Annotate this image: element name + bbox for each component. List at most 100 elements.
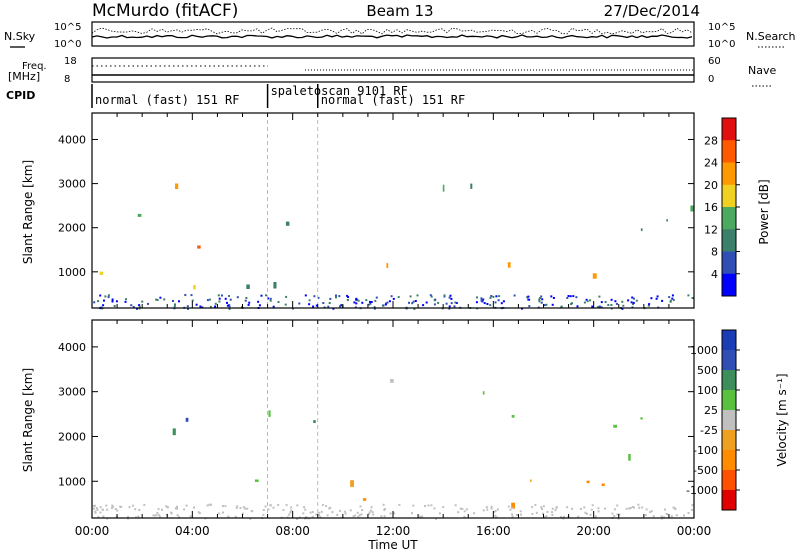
echo-cell xyxy=(650,510,653,513)
echo-cell xyxy=(542,512,545,515)
echo-cell xyxy=(528,298,531,301)
echo-cell xyxy=(111,507,113,509)
echo-cell xyxy=(335,296,337,299)
echo-cell xyxy=(308,303,311,306)
echo-cell xyxy=(475,301,478,304)
echo-cell xyxy=(250,510,253,513)
echo-cell xyxy=(375,296,378,299)
echo-cell xyxy=(288,513,291,516)
echo-cell xyxy=(662,516,665,519)
colorbar-tick-label: 4 xyxy=(711,268,718,281)
echo-cell xyxy=(421,515,424,518)
echo-cell xyxy=(383,515,386,518)
echo-cell xyxy=(586,300,589,303)
echo-cell xyxy=(175,183,179,189)
echo-cell xyxy=(571,302,573,305)
echo-cell xyxy=(598,295,601,298)
echo-cell xyxy=(320,510,323,513)
echo-cell xyxy=(519,510,522,513)
echo-cell xyxy=(229,298,232,301)
echo-cell xyxy=(350,480,354,487)
echo-cell xyxy=(184,294,187,296)
echo-cell xyxy=(367,513,370,516)
echo-cell xyxy=(454,301,457,304)
echo-cell xyxy=(613,424,617,428)
echo-cell xyxy=(672,299,675,301)
echo-cell xyxy=(638,506,641,509)
echo-cell xyxy=(141,300,144,303)
echo-cell xyxy=(315,304,318,307)
echo-cell xyxy=(262,509,265,511)
echo-cell xyxy=(226,304,229,307)
echo-cell xyxy=(572,295,575,298)
echo-cell xyxy=(273,282,277,289)
y-tick-label: 2000 xyxy=(58,222,86,235)
echo-cell xyxy=(246,507,249,510)
echo-cell xyxy=(206,504,209,507)
station-title: McMurdo (fitACF) xyxy=(92,1,238,21)
echo-cell xyxy=(670,515,673,518)
echo-cell xyxy=(236,296,239,299)
echo-cell xyxy=(327,305,330,308)
echo-cell xyxy=(592,273,597,279)
echo-cell xyxy=(412,504,415,507)
echo-cell xyxy=(226,301,228,304)
echo-cell xyxy=(637,503,640,506)
echo-cell xyxy=(509,508,512,511)
echo-cell xyxy=(93,507,95,510)
echo-cell xyxy=(425,301,428,304)
echo-cell xyxy=(669,299,672,302)
echo-cell xyxy=(178,300,180,303)
echo-cell xyxy=(652,515,655,518)
echo-cell xyxy=(530,479,532,482)
echo-cell xyxy=(277,301,280,303)
echo-cell xyxy=(457,511,460,514)
echo-cell xyxy=(373,306,376,309)
echo-cell xyxy=(412,300,415,303)
echo-cell xyxy=(269,504,272,507)
echo-cell xyxy=(641,506,644,509)
echo-cell xyxy=(157,508,160,511)
echo-cell xyxy=(591,504,594,507)
echo-cell xyxy=(690,205,695,212)
echo-cell xyxy=(649,511,652,514)
echo-cell xyxy=(369,509,372,512)
echo-cell xyxy=(372,513,375,516)
echo-cell xyxy=(459,507,462,510)
echo-cell xyxy=(528,305,531,308)
x-tick-label: 08:00 xyxy=(275,524,310,538)
echo-cell xyxy=(178,516,181,519)
echo-cell xyxy=(158,514,161,517)
echo-cell xyxy=(356,299,359,302)
echo-cell xyxy=(390,295,393,298)
echo-cell xyxy=(107,294,110,297)
echo-cell xyxy=(176,514,179,517)
echo-cell xyxy=(640,228,643,232)
y-tick-label: 3000 xyxy=(58,178,86,191)
echo-cell xyxy=(325,505,328,508)
echo-cell xyxy=(511,515,514,518)
nave-tick-high: 60 xyxy=(708,56,721,67)
nsky-line xyxy=(91,34,693,39)
echo-cell xyxy=(172,428,176,436)
echo-cell xyxy=(383,508,386,510)
echo-cell xyxy=(453,305,456,308)
echo-cell xyxy=(631,306,634,309)
echo-cell xyxy=(99,294,102,297)
echo-cell xyxy=(101,508,104,511)
echo-cell xyxy=(115,300,118,303)
echo-cell xyxy=(589,513,592,516)
echo-cell xyxy=(540,506,543,509)
echo-cell xyxy=(138,509,141,511)
cpid-segment-label: normal (fast) 151 RF xyxy=(321,93,466,107)
echo-cell xyxy=(111,298,114,301)
echo-cell xyxy=(174,303,176,306)
echo-cell xyxy=(102,515,105,518)
velocity-panel: 1000 2000 3000 4000 1000 500 100 25 -25 -100 -500 -… xyxy=(58,319,740,538)
echo-cell xyxy=(538,300,541,303)
echo-cell xyxy=(239,507,242,510)
echo-cell xyxy=(357,299,360,302)
colorbar-tick-label: 28 xyxy=(704,134,718,147)
echo-cell xyxy=(236,505,239,508)
echo-cell xyxy=(241,512,244,515)
